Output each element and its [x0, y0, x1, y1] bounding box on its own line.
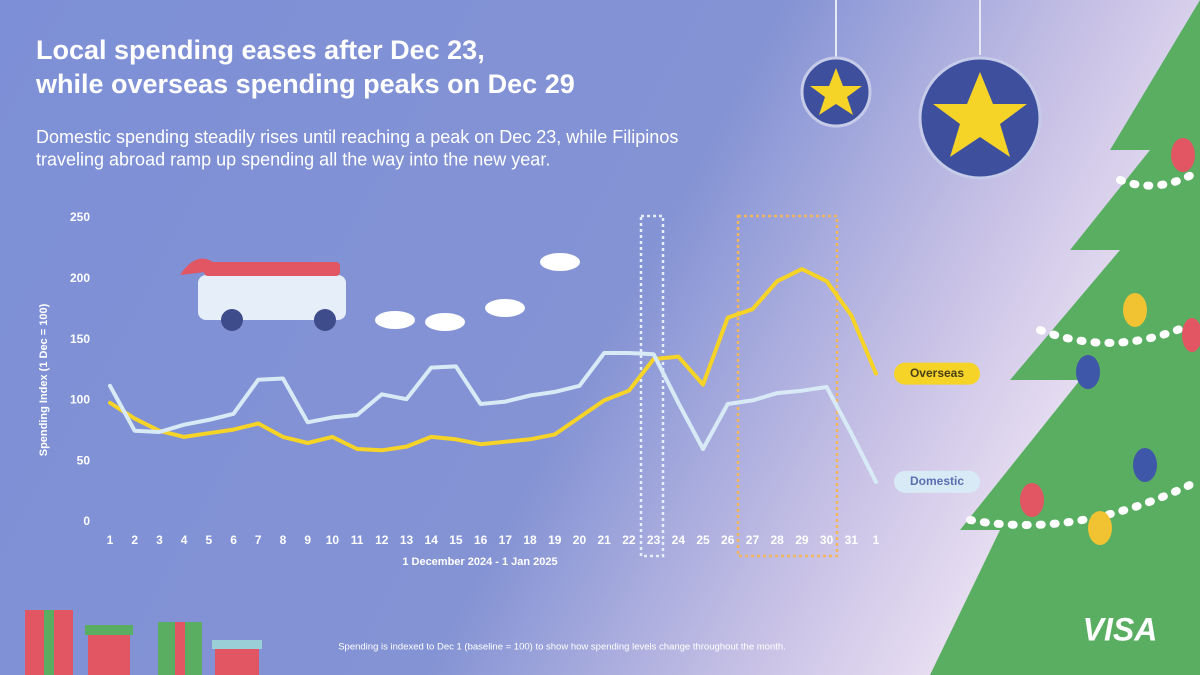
x-tick-label: 24 [672, 533, 686, 547]
y-tick-label: 250 [70, 210, 90, 224]
series-line [108, 267, 878, 453]
series-line [108, 351, 878, 484]
x-tick-label: 25 [696, 533, 710, 547]
x-tick-label: 13 [400, 533, 414, 547]
christmas-tree [930, 0, 1200, 675]
x-tick-label: 21 [598, 533, 612, 547]
footnote: Spending is indexed to Dec 1 (baseline =… [338, 642, 786, 653]
legend-pill [894, 362, 980, 385]
highlight-box [639, 214, 665, 558]
x-tick-label: 31 [845, 533, 859, 547]
logo: VISA [1083, 611, 1158, 647]
x-tick-label: 3 [156, 533, 163, 547]
x-tick-label: 18 [523, 533, 537, 547]
x-tick-label: 7 [255, 533, 262, 547]
legend-pill [894, 470, 980, 493]
x-tick-label: 6 [230, 533, 237, 547]
legend-label: Domestic [910, 474, 964, 488]
y-tick-label: 0 [83, 514, 90, 528]
x-tick-label: 10 [326, 533, 340, 547]
x-tick-label: 1 [873, 533, 880, 547]
x-tick-label: 30 [820, 533, 834, 547]
legend-label: Overseas [910, 366, 964, 380]
y-axis-label: Spending Index (1 Dec = 100) [38, 303, 50, 456]
x-tick-label: 8 [280, 533, 287, 547]
x-tick-label: 19 [548, 533, 562, 547]
gifts [25, 610, 262, 675]
x-tick-label: 29 [795, 533, 809, 547]
x-tick-label: 28 [770, 533, 784, 547]
jeepney-sleigh [180, 253, 580, 331]
x-tick-label: 26 [721, 533, 735, 547]
x-tick-label: 2 [131, 533, 138, 547]
chart-title: Local spending eases after Dec 23, while … [35, 35, 575, 99]
x-tick-label: 27 [746, 533, 760, 547]
x-tick-label: 16 [474, 533, 488, 547]
x-tick-label: 15 [449, 533, 463, 547]
x-tick-label: 20 [573, 533, 587, 547]
x-tick-label: 17 [499, 533, 513, 547]
x-tick-label: 1 [107, 533, 114, 547]
x-tick-label: 23 [647, 533, 661, 547]
y-tick-label: 50 [77, 453, 91, 467]
x-tick-label: 14 [425, 533, 439, 547]
x-tick-label: 11 [351, 533, 364, 547]
y-tick-label: 150 [70, 332, 90, 346]
ornaments [800, 0, 1042, 180]
y-tick-label: 200 [70, 271, 90, 285]
x-tick-label: 4 [181, 533, 188, 547]
x-tick-label: 22 [622, 533, 636, 547]
x-tick-label: 5 [205, 533, 212, 547]
highlight-box [736, 214, 839, 558]
chart-subtitle: Domestic spending steadily rises until r… [36, 127, 678, 170]
x-tick-label: 12 [375, 533, 389, 547]
x-axis-label: 1 December 2024 - 1 Jan 2025 [402, 556, 557, 568]
x-tick-label: 9 [304, 533, 311, 547]
y-tick-label: 100 [70, 393, 90, 407]
